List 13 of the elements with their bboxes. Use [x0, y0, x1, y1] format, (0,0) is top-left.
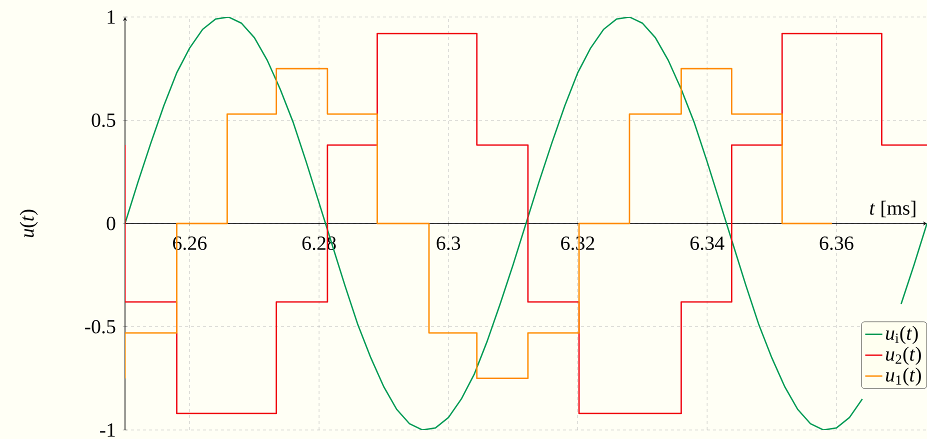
legend-label: u$_{i}$(t) — [886, 326, 918, 344]
x-tick-label: 6.3 — [436, 236, 460, 250]
x-tick-label: 6.36 — [820, 236, 854, 250]
y-tick-label: 0 — [106, 216, 116, 230]
legend-label: u$_{2}$(t) — [886, 346, 921, 365]
x-axis-title: t [ms] — [870, 200, 916, 218]
legend-label: u$_{1}$(t) — [886, 368, 921, 386]
y-tick-label: -1 — [100, 423, 115, 437]
y-tick-label: 1 — [108, 10, 115, 24]
x-tick-label: 6.34 — [690, 236, 724, 250]
y-tick-label: -0.5 — [85, 320, 116, 334]
y-tick-label: 0.5 — [92, 113, 116, 128]
y-axis-title: u(t) — [20, 210, 38, 238]
